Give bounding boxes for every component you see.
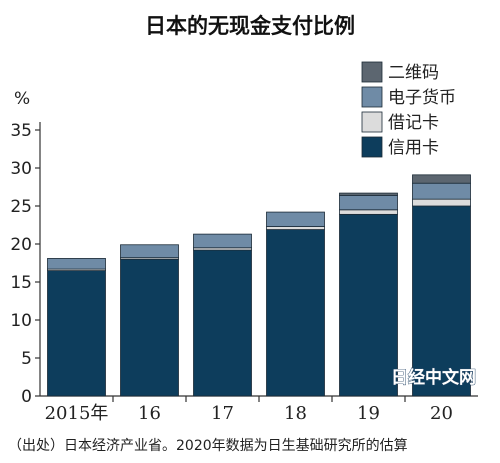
bar-segment bbox=[339, 213, 398, 397]
legend-swatch bbox=[361, 136, 383, 158]
bar-segment bbox=[193, 233, 252, 249]
bar-segment bbox=[266, 229, 325, 397]
x-tick-label: 16 bbox=[138, 403, 161, 424]
y-tick-label: 20 bbox=[10, 235, 32, 255]
bar-segment bbox=[120, 258, 179, 397]
legend-label: 二维码 bbox=[388, 63, 439, 83]
legend-label: 借记卡 bbox=[388, 113, 439, 133]
bar-segment bbox=[266, 226, 325, 230]
bar-segment bbox=[193, 249, 252, 397]
bar-segment bbox=[120, 244, 179, 259]
bar-segment bbox=[412, 198, 471, 207]
legend-swatch bbox=[361, 111, 383, 133]
bar-segment bbox=[339, 194, 398, 211]
bar-segment bbox=[47, 270, 106, 397]
x-tick-label: 20 bbox=[430, 403, 453, 424]
watermark-logo: 日经中文网 bbox=[391, 367, 476, 388]
x-tick-label: 19 bbox=[357, 403, 380, 424]
bar-segment bbox=[266, 211, 325, 227]
x-tick-label: 17 bbox=[211, 403, 234, 424]
bar-segment bbox=[47, 258, 106, 270]
legend-swatch bbox=[361, 86, 383, 108]
legend-swatch bbox=[361, 61, 383, 83]
legend-label: 信用卡 bbox=[388, 138, 439, 158]
bar-segment bbox=[339, 192, 398, 196]
source-note: （出处）日本经济产业省。2020年数据为日生基础研究所的估算 bbox=[8, 437, 408, 454]
y-tick-label: 35 bbox=[10, 121, 32, 141]
y-axis-unit: % bbox=[14, 89, 30, 109]
y-tick-label: 10 bbox=[10, 311, 32, 331]
x-tick-label: 18 bbox=[284, 403, 307, 424]
plot-area: 0 5 10 15 20 25 30 35 2015年 16 17 18 19 20 bbox=[10, 121, 478, 424]
x-tick-label: 2015年 bbox=[45, 403, 109, 424]
bar-segment bbox=[412, 182, 471, 200]
chart-title: 日本的无现金支付比例 bbox=[145, 14, 355, 38]
legend-label: 电子货币 bbox=[388, 88, 456, 108]
bar-segment bbox=[339, 209, 398, 215]
bar-segment bbox=[412, 205, 471, 397]
y-tick-label: 15 bbox=[10, 273, 32, 293]
y-tick-label: 0 bbox=[21, 387, 32, 407]
y-tick-label: 5 bbox=[21, 349, 32, 369]
y-tick-label: 30 bbox=[10, 159, 32, 179]
bar-segment bbox=[412, 174, 471, 184]
y-tick-label: 25 bbox=[10, 197, 32, 217]
